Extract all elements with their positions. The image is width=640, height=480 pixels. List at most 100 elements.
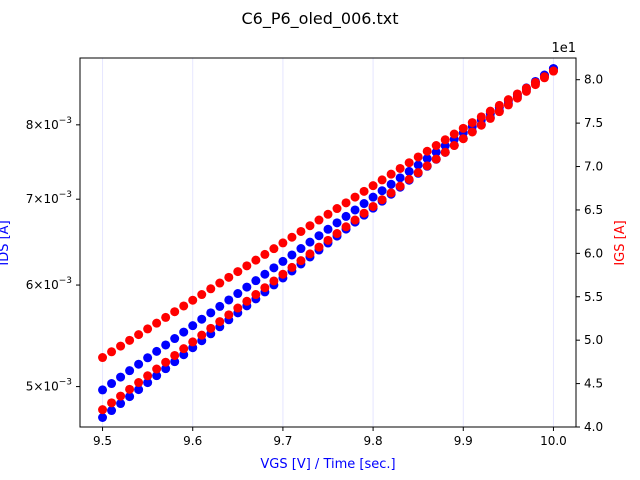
igs-point: [476, 112, 486, 122]
ids-point: [386, 179, 396, 189]
igs-point: [152, 318, 162, 328]
ids-point: [332, 218, 342, 228]
igs-point: [359, 186, 369, 196]
igs-point: [107, 398, 117, 408]
igs-point: [341, 198, 351, 208]
igs-point: [188, 295, 198, 305]
ids-point: [233, 289, 243, 299]
y-axis-right: 4.0 4.5 5.0 5.5 6.0 6.5 7.0 7.5 8.0: [576, 73, 603, 434]
igs-point: [341, 222, 351, 232]
ids-point: [125, 366, 135, 376]
igs-point: [512, 89, 522, 99]
igs-point: [179, 344, 189, 354]
igs-point: [116, 341, 126, 351]
igs-point: [458, 123, 468, 133]
igs-point: [431, 141, 441, 151]
igs-point: [422, 146, 432, 156]
ids-point: [98, 413, 108, 423]
igs-point: [431, 154, 441, 164]
igs-point: [503, 95, 513, 105]
igs-point: [386, 169, 396, 179]
igs-point: [287, 232, 297, 242]
x-tick-label: 9.8: [364, 434, 383, 448]
x-tick-label: 9.7: [273, 434, 292, 448]
ids-point: [134, 359, 144, 369]
ids-point: [170, 357, 180, 367]
igs-point: [539, 72, 549, 82]
igs-point: [161, 357, 171, 367]
y-left-tick-label: 5×10−3: [26, 378, 72, 394]
igs-point: [233, 267, 243, 277]
igs-point: [296, 226, 306, 236]
x-axis: 9.5 9.6 9.7 9.8 9.9 10.0: [93, 427, 567, 448]
igs-point: [215, 278, 225, 288]
ids-point: [125, 392, 135, 402]
igs-point: [314, 242, 324, 252]
igs-point: [350, 192, 360, 202]
igs-point: [260, 249, 270, 259]
x-tick-label: 9.5: [93, 434, 112, 448]
igs-point: [395, 163, 405, 173]
ids-point: [242, 282, 252, 292]
igs-point: [125, 384, 135, 394]
igs-point: [305, 249, 315, 259]
y-left-tick-label: 6×10−3: [26, 276, 72, 292]
igs-point: [161, 312, 171, 322]
ids-point: [404, 166, 414, 176]
x-tick-label: 10.0: [540, 434, 567, 448]
y-right-tick-label: 4.0: [584, 420, 603, 434]
y-right-tick-label: 8.0: [584, 73, 603, 87]
igs-point: [197, 290, 207, 300]
ids-point: [431, 147, 441, 157]
igs-point: [296, 256, 306, 266]
igs-point: [269, 276, 279, 286]
igs-point: [530, 77, 540, 87]
igs-point: [413, 168, 423, 178]
ids-point: [359, 199, 369, 209]
igs-point: [143, 324, 153, 334]
y-axis-right-label: IGS [A]: [613, 220, 628, 265]
igs-point: [476, 120, 486, 130]
ids-point: [116, 399, 126, 409]
ids-point: [269, 263, 279, 273]
ids-point: [134, 385, 144, 395]
ids-point: [224, 295, 234, 305]
y-right-tick-label: 4.5: [584, 377, 603, 391]
ids-point: [350, 205, 360, 215]
y-left-tick-label: 7×10−3: [26, 190, 72, 206]
igs-point: [449, 141, 459, 151]
ids-point: [251, 276, 261, 286]
ids-point: [116, 372, 126, 382]
igs-point: [314, 215, 324, 225]
ids-point: [395, 173, 405, 183]
ids-point: [107, 379, 117, 389]
igs-point: [134, 330, 144, 340]
y-right-tick-label: 6.5: [584, 203, 603, 217]
ids-point: [161, 364, 171, 374]
ids-point: [170, 334, 180, 344]
ids-point: [197, 314, 207, 324]
igs-point: [413, 152, 423, 162]
igs-point: [485, 113, 495, 123]
igs-point: [98, 405, 108, 415]
igs-point: [323, 209, 333, 219]
igs-point: [458, 134, 468, 144]
y-right-tick-label: 7.5: [584, 116, 603, 130]
igs-point: [206, 323, 216, 333]
igs-point: [242, 296, 252, 306]
igs-point: [332, 229, 342, 239]
igs-point: [179, 301, 189, 311]
igs-point: [269, 244, 279, 254]
chart-title: C6_P6_oled_006.txt: [241, 9, 398, 29]
data-points: [98, 64, 558, 423]
y-right-tick-label: 6.0: [584, 246, 603, 260]
igs-point: [359, 208, 369, 218]
igs-point: [134, 378, 144, 388]
igs-point: [440, 135, 450, 145]
ids-point: [278, 256, 288, 266]
igs-point: [494, 100, 504, 110]
igs-point: [188, 337, 198, 347]
ids-point: [98, 385, 108, 395]
igs-point: [287, 262, 297, 272]
y-right-tick-label: 7.0: [584, 160, 603, 174]
